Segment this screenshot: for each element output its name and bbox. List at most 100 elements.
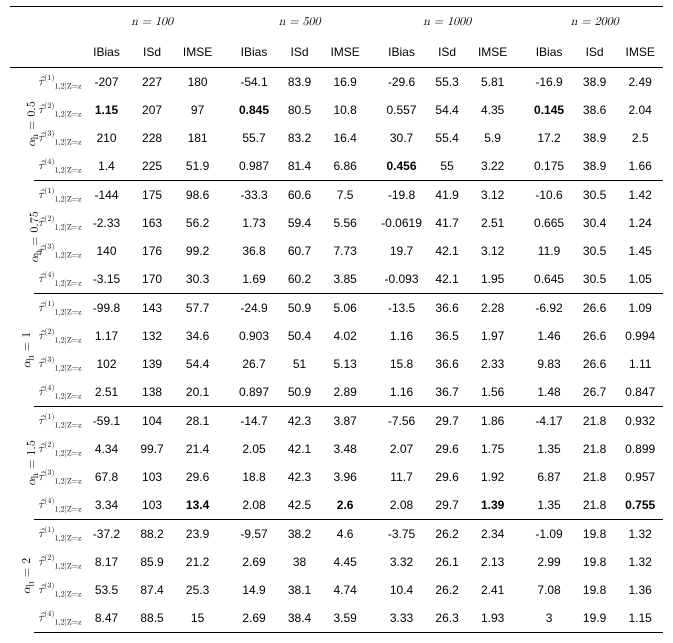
value-cell: 3.85: [322, 265, 368, 294]
value-cell: -14.7: [231, 407, 277, 436]
value-cell: 29.7: [424, 491, 470, 520]
estimator-label: τ̂(1)1,2|Z=z: [34, 407, 84, 436]
value-cell: 30.4: [572, 209, 618, 237]
value-cell: 143: [129, 294, 175, 323]
value-cell: 180: [175, 68, 221, 97]
value-cell: 103: [129, 463, 175, 491]
value-cell: 60.2: [277, 265, 323, 294]
value-cell: 132: [129, 322, 175, 350]
value-cell: 0.994: [617, 322, 663, 350]
table-row: τ̂(4)1,2|Z=z-3.1517030.31.6960.23.85-0.0…: [10, 265, 663, 294]
stats-table: n = 100 n = 500 n = 1000 n = 2000 IBias …: [10, 6, 663, 633]
value-cell: 29.7: [424, 407, 470, 436]
value-cell: 4.45: [322, 548, 368, 576]
value-cell: 2.6: [322, 491, 368, 520]
value-cell: 1.11: [617, 350, 663, 378]
value-cell: 3: [526, 604, 572, 633]
estimator-label: τ̂(2)1,2|Z=z: [34, 96, 84, 124]
value-cell: 54.4: [424, 96, 470, 124]
value-cell: 1.36: [617, 576, 663, 604]
value-cell: 176: [129, 237, 175, 265]
value-cell: 41.9: [424, 181, 470, 210]
value-cell: 3.87: [322, 407, 368, 436]
value-cell: 10.4: [379, 576, 425, 604]
value-cell: 1.46: [526, 322, 572, 350]
value-cell: -29.6: [379, 68, 425, 97]
value-cell: 3.48: [322, 435, 368, 463]
value-cell: -99.8: [84, 294, 130, 323]
value-cell: 57.7: [175, 294, 221, 323]
estimator-label: τ̂(1)1,2|Z=z: [34, 181, 84, 210]
value-cell: 26.2: [424, 576, 470, 604]
value-cell: 0.987: [231, 152, 277, 181]
value-cell: 138: [129, 378, 175, 407]
value-cell: 38.2: [277, 520, 323, 549]
estimator-label: τ̂(1)1,2|Z=z: [34, 520, 84, 549]
alpha-group-label: αh = 2: [10, 520, 34, 633]
value-cell: 67.8: [84, 463, 130, 491]
value-cell: 2.28: [470, 294, 516, 323]
value-cell: 19.8: [572, 576, 618, 604]
value-cell: 4.34: [84, 435, 130, 463]
value-cell: 0.957: [617, 463, 663, 491]
value-cell: 103: [129, 491, 175, 520]
value-cell: 6.86: [322, 152, 368, 181]
value-cell: 29.6: [424, 435, 470, 463]
value-cell: 1.95: [470, 265, 516, 294]
value-cell: 0.175: [526, 152, 572, 181]
value-cell: 4.6: [322, 520, 368, 549]
value-cell: 30.5: [572, 181, 618, 210]
value-cell: 2.07: [379, 435, 425, 463]
value-cell: 53.5: [84, 576, 130, 604]
value-cell: -33.3: [231, 181, 277, 210]
table-row: τ̂(3)1,2|Z=z53.587.425.314.938.14.7410.4…: [10, 576, 663, 604]
value-cell: 26.3: [424, 604, 470, 633]
value-cell: -207: [84, 68, 130, 97]
estimator-label: τ̂(4)1,2|Z=z: [34, 265, 84, 294]
value-cell: 1.15: [84, 96, 130, 124]
table-row: αh = 2τ̂(1)1,2|Z=z-37.288.223.9-9.5738.2…: [10, 520, 663, 549]
value-cell: 5.56: [322, 209, 368, 237]
value-cell: 0.665: [526, 209, 572, 237]
value-cell: 25.3: [175, 576, 221, 604]
value-cell: -6.92: [526, 294, 572, 323]
value-cell: 6.87: [526, 463, 572, 491]
value-cell: -9.57: [231, 520, 277, 549]
value-cell: 1.35: [526, 435, 572, 463]
value-cell: 14.9: [231, 576, 277, 604]
estimator-label: τ̂(3)1,2|Z=z: [34, 576, 84, 604]
value-cell: 38: [277, 548, 323, 576]
alpha-group-label: αh = 1.5: [10, 407, 34, 520]
estimator-label: τ̂(4)1,2|Z=z: [34, 152, 84, 181]
alpha-group-label: αh = 1: [10, 294, 34, 407]
value-cell: 1.45: [617, 237, 663, 265]
value-cell: 3.34: [84, 491, 130, 520]
estimator-label: τ̂(3)1,2|Z=z: [34, 463, 84, 491]
value-cell: 5.13: [322, 350, 368, 378]
table-row: τ̂(2)1,2|Z=z8.1785.921.22.69384.453.3226…: [10, 548, 663, 576]
value-cell: 42.1: [424, 265, 470, 294]
value-cell: 26.1: [424, 548, 470, 576]
value-cell: 2.05: [231, 435, 277, 463]
value-cell: 55: [424, 152, 470, 181]
n-1000: n = 1000: [379, 7, 516, 38]
value-cell: 38.9: [572, 124, 618, 152]
value-cell: -59.1: [84, 407, 130, 436]
value-cell: -16.9: [526, 68, 572, 97]
value-cell: 210: [84, 124, 130, 152]
value-cell: 2.04: [617, 96, 663, 124]
value-cell: 36.6: [424, 350, 470, 378]
value-cell: -10.6: [526, 181, 572, 210]
value-cell: 38.9: [572, 68, 618, 97]
value-cell: 3.32: [379, 548, 425, 576]
value-cell: 30.5: [572, 237, 618, 265]
value-cell: 2.08: [379, 491, 425, 520]
value-cell: 99.2: [175, 237, 221, 265]
value-cell: 50.9: [277, 294, 323, 323]
value-cell: 104: [129, 407, 175, 436]
value-cell: 1.32: [617, 520, 663, 549]
table-row: τ̂(4)1,2|Z=z2.5113820.10.89750.92.891.16…: [10, 378, 663, 407]
value-cell: -2.33: [84, 209, 130, 237]
value-cell: 30.3: [175, 265, 221, 294]
estimator-label: τ̂(1)1,2|Z=z: [34, 294, 84, 323]
